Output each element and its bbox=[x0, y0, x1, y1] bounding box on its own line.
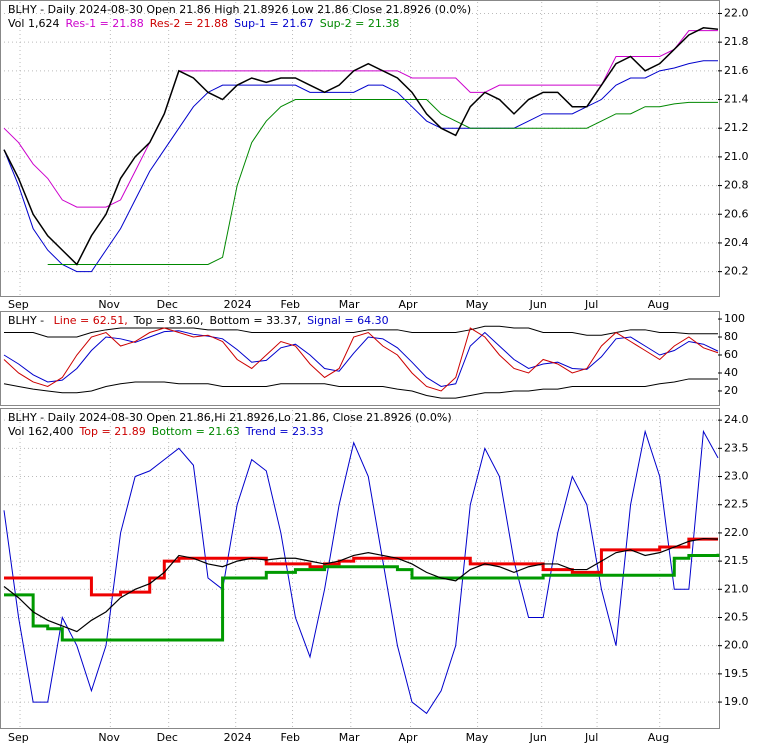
header-line: BLHY - Line = 62.51, Top = 83.60, Bottom =… bbox=[8, 314, 389, 327]
x-tick-label: Sep bbox=[8, 298, 29, 311]
series-line bbox=[4, 553, 720, 642]
y-tick-label: 24.0 bbox=[724, 413, 749, 426]
header-item: BLHY - bbox=[8, 314, 48, 327]
y-tick-label: 21.0 bbox=[724, 150, 749, 163]
x-tick-label: Mar bbox=[339, 298, 360, 311]
series-line bbox=[3, 429, 719, 715]
x-tick-label: Dec bbox=[157, 298, 178, 311]
y-tick-label: 80 bbox=[724, 330, 738, 343]
y-tick-label: 23.0 bbox=[724, 470, 749, 483]
header-item: Bottom = 21.63 bbox=[152, 425, 240, 438]
series-line bbox=[3, 27, 719, 266]
x-tick-label: Sep bbox=[8, 731, 29, 744]
header-item: Sup-2 = 21.38 bbox=[320, 17, 400, 30]
header-item: Line = 62.51, bbox=[54, 314, 128, 327]
x-tick-label: Feb bbox=[281, 298, 300, 311]
header-item: Top = 21.89 bbox=[78, 425, 145, 438]
series-line bbox=[3, 330, 719, 388]
series-line bbox=[3, 327, 719, 392]
y-tick-label: 19.0 bbox=[724, 695, 749, 708]
y-tick-label: 20.6 bbox=[724, 207, 749, 220]
header-line: Vol 1,624 Res-1 = 21.88 Res-2 = 21.88 Sup-1… bbox=[8, 17, 399, 30]
series-line bbox=[47, 99, 718, 265]
header-item: Top = 83.60, bbox=[133, 314, 204, 327]
header-item: Res-2 = 21.88 bbox=[150, 17, 228, 30]
header-item: Vol 1,624 bbox=[8, 17, 59, 30]
x-tick-label: Jun bbox=[529, 731, 547, 744]
series-line bbox=[3, 378, 718, 399]
y-tick-label: 21.4 bbox=[724, 93, 749, 106]
y-tick-label: 20.2 bbox=[724, 265, 749, 278]
x-tick-label: Jun bbox=[529, 298, 547, 311]
y-tick-label: 20.4 bbox=[724, 236, 749, 249]
header-item: Trend = 23.33 bbox=[245, 425, 324, 438]
series-line bbox=[3, 537, 719, 633]
panel-frame bbox=[0, 408, 720, 729]
x-tick-label: Aug bbox=[648, 731, 669, 744]
series-line bbox=[4, 325, 718, 338]
panel-frame bbox=[0, 0, 720, 297]
y-tick-label: 21.6 bbox=[724, 64, 749, 77]
x-tick-label: Jul bbox=[584, 298, 598, 311]
header-item: Res-1 = 21.88 bbox=[65, 17, 143, 30]
y-tick-label: 20.8 bbox=[724, 179, 749, 192]
x-tick-label: May bbox=[466, 731, 489, 744]
y-tick-label: 20.5 bbox=[724, 610, 749, 623]
y-tick-label: 40 bbox=[724, 366, 738, 379]
x-tick-label: Aug bbox=[648, 298, 669, 311]
x-tick-label: Jul bbox=[584, 731, 598, 744]
y-tick-label: 22.0 bbox=[724, 526, 749, 539]
y-tick-label: 21.2 bbox=[724, 121, 749, 134]
header-line: BLHY - Daily 2024-08-30 Open 21.86,Hi 21… bbox=[8, 411, 452, 424]
x-tick-label: Apr bbox=[399, 731, 419, 744]
x-tick-label: Feb bbox=[281, 731, 300, 744]
x-tick-label: 2024 bbox=[224, 731, 252, 744]
panel-frame bbox=[0, 311, 720, 406]
series-line bbox=[3, 60, 718, 273]
series-line bbox=[4, 537, 718, 597]
y-tick-label: 21.5 bbox=[724, 554, 749, 567]
y-tick-label: 22.0 bbox=[724, 6, 749, 19]
header-item: Bottom = 33.37, bbox=[210, 314, 302, 327]
header-item: Signal = 64.30 bbox=[307, 314, 389, 327]
y-tick-label: 22.5 bbox=[724, 498, 749, 511]
y-tick-label: 20 bbox=[724, 384, 738, 397]
y-tick-label: 60 bbox=[724, 348, 738, 361]
y-tick-label: 100 bbox=[724, 312, 745, 325]
x-tick-label: Nov bbox=[98, 731, 120, 744]
header-line: Vol 162,400 Top = 21.89 Bottom = 21.63 Tren… bbox=[8, 425, 324, 438]
x-tick-label: Apr bbox=[399, 298, 419, 311]
header-item: BLHY - Daily 2024-08-30 Open 21.86 High … bbox=[8, 3, 471, 16]
x-tick-label: May bbox=[466, 298, 489, 311]
header-line: BLHY - Daily 2024-08-30 Open 21.86 High … bbox=[8, 3, 471, 16]
y-tick-label: 23.5 bbox=[724, 441, 749, 454]
x-tick-label: Mar bbox=[339, 731, 360, 744]
x-tick-label: 2024 bbox=[224, 298, 252, 311]
header-item: BLHY - Daily 2024-08-30 Open 21.86,Hi 21… bbox=[8, 411, 452, 424]
header-item: Vol 162,400 bbox=[8, 425, 73, 438]
header-item: Sup-1 = 21.67 bbox=[234, 17, 314, 30]
x-tick-label: Dec bbox=[157, 731, 178, 744]
y-tick-label: 21.0 bbox=[724, 582, 749, 595]
y-tick-label: 20.0 bbox=[724, 639, 749, 652]
y-tick-label: 19.5 bbox=[724, 667, 749, 680]
y-tick-label: 21.8 bbox=[724, 35, 749, 48]
x-tick-label: Nov bbox=[98, 298, 120, 311]
series-line bbox=[3, 30, 718, 208]
